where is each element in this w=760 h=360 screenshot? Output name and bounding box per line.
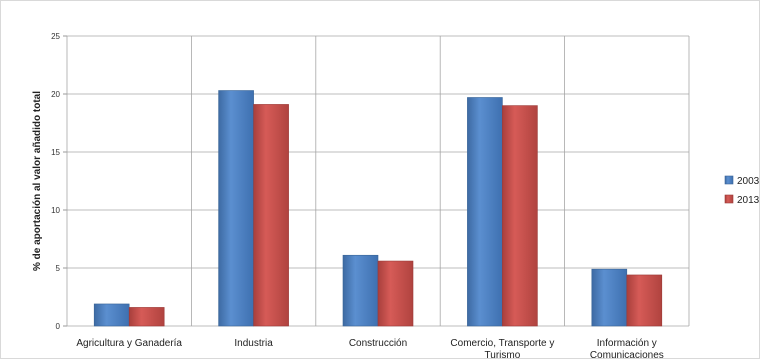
- bar-2003-0: [93, 303, 130, 327]
- x-category-label-3-1: Turismo: [485, 350, 521, 360]
- grid-layer: [63, 35, 690, 327]
- x-category-label-2-0: Construcción: [349, 338, 407, 349]
- bar-2003-2: [342, 254, 379, 327]
- x-category-label-0-0: Agricultura y Ganadería: [76, 338, 182, 349]
- legend: 2003 2013: [724, 175, 760, 206]
- x-category-label-1-0: Industria: [234, 338, 273, 349]
- legend-swatch-2003: [724, 175, 734, 185]
- bar-2013-1: [253, 104, 289, 327]
- bar-2013-0: [128, 307, 165, 327]
- bars-layer: [93, 90, 663, 327]
- legend-label-2013: 2013: [737, 195, 760, 206]
- y-tick-label-5: 5: [56, 264, 61, 273]
- y-tick-label-0: 0: [56, 322, 61, 331]
- y-tick-label-15: 15: [51, 148, 60, 157]
- x-category-label-4-0: Información y: [597, 338, 657, 349]
- y-tick-label-20: 20: [51, 90, 60, 99]
- y-tick-label-25: 25: [51, 32, 60, 41]
- labels-layer: 0 5 10 15 20 25 Agricultura y Ganadería Industr…: [51, 32, 664, 360]
- legend-swatch-2013: [724, 194, 734, 204]
- bar-2013-4: [626, 274, 663, 327]
- legend-label-2003: 2003: [737, 176, 760, 187]
- bar-2003-1: [218, 90, 254, 327]
- bar-2003-4: [591, 268, 628, 327]
- x-category-label-4-1: Comunicaciones: [590, 350, 664, 360]
- y-tick-label-10: 10: [51, 206, 60, 215]
- x-category-label-3-0: Comercio, Transporte y: [450, 338, 554, 349]
- y-axis-title: % de aportación al valor añadido total: [32, 91, 43, 271]
- bar-2013-2: [377, 260, 414, 327]
- bar-2013-3: [502, 105, 538, 327]
- bar-2003-3: [467, 97, 503, 327]
